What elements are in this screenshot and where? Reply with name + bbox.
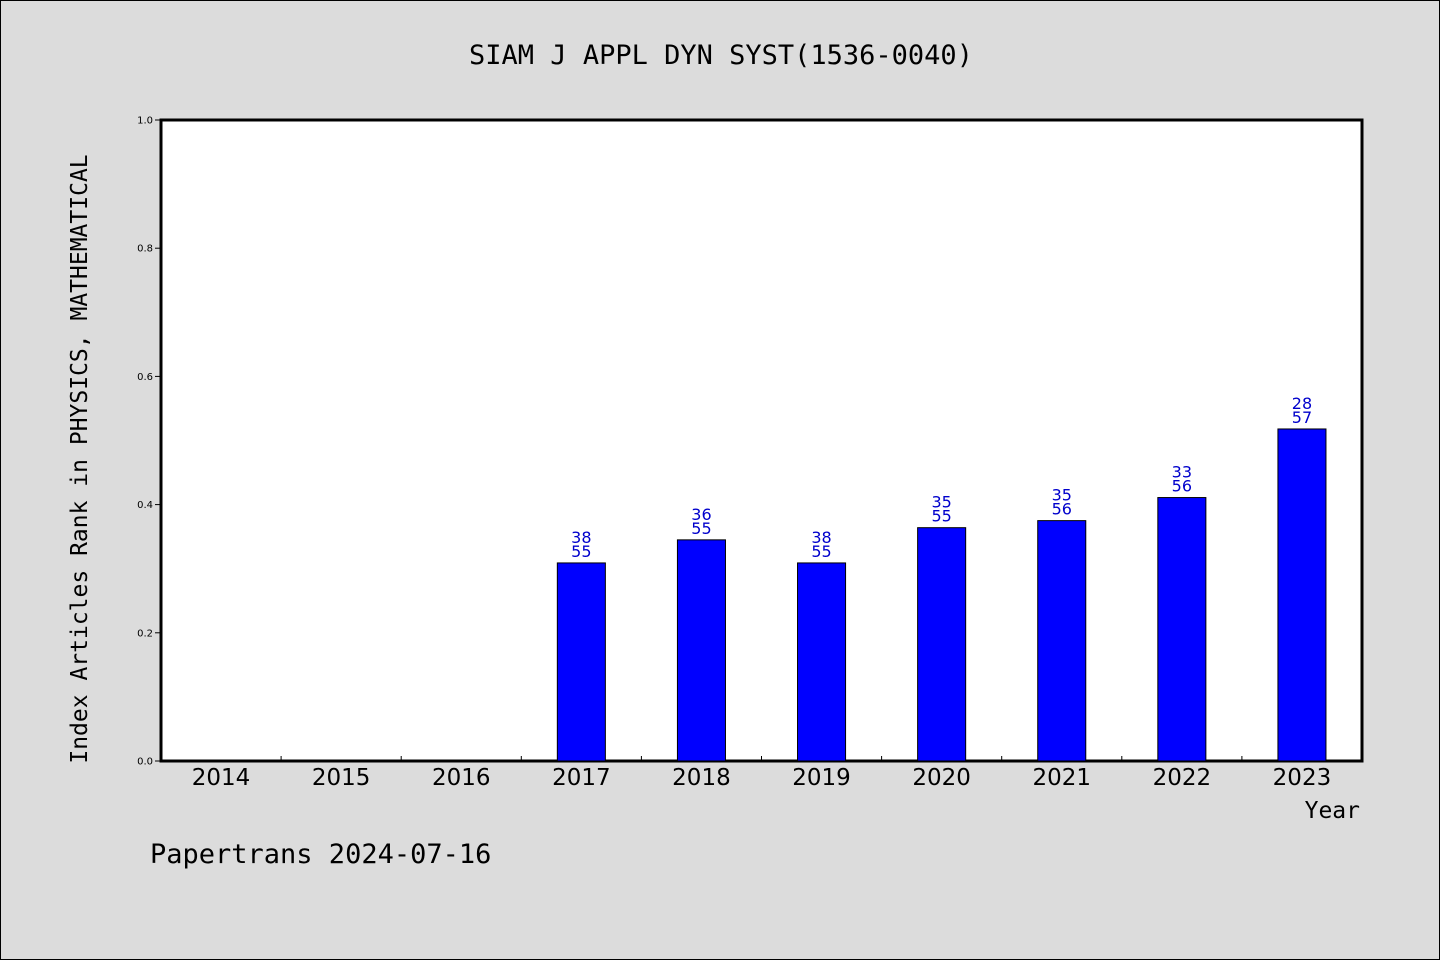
bar-label-top: 28 xyxy=(1292,394,1312,413)
bar-label-bottom: 55 xyxy=(811,542,831,561)
x-tick-label: 2014 xyxy=(192,765,251,791)
bar-label-bottom: 56 xyxy=(1052,500,1072,519)
bar-2018 xyxy=(676,539,726,762)
x-tick-label: 2018 xyxy=(672,765,731,791)
x-tick-label: 2019 xyxy=(792,765,851,791)
y-tick-label: 1.0 xyxy=(137,116,153,127)
y-tick-label: 0.0 xyxy=(137,757,153,768)
bar-label-top: 33 xyxy=(1172,463,1192,482)
bar-2022 xyxy=(1157,497,1207,762)
bar-label-top: 38 xyxy=(811,528,831,547)
x-tick-label: 2017 xyxy=(552,765,611,791)
x-tick-label: 2021 xyxy=(1032,765,1091,791)
bars xyxy=(556,428,1327,762)
chart-title: SIAM J APPL DYN SYST(1536-0040) xyxy=(469,40,973,71)
bar-label-top: 35 xyxy=(931,493,951,512)
bar-label-top: 36 xyxy=(691,505,711,524)
x-tick-label: 2022 xyxy=(1153,765,1212,791)
bar-2017 xyxy=(556,562,606,762)
bar-label-bottom: 57 xyxy=(1292,408,1312,427)
bar-label-bottom: 56 xyxy=(1172,477,1192,496)
x-tick-label: 2020 xyxy=(912,765,971,791)
x-tick-label: 2016 xyxy=(432,765,491,791)
bar-2019 xyxy=(797,562,847,762)
y-tick-label: 0.4 xyxy=(137,500,153,511)
x-axis-label: Year xyxy=(1305,798,1360,824)
y-axis: 0.0 0.2 0.4 0.6 0.8 1.0 xyxy=(137,116,161,768)
x-tick-label: 2015 xyxy=(312,765,371,791)
bar-label-top: 35 xyxy=(1052,486,1072,505)
y-axis-label: Index Articles Rank in PHYSICS, MATHEMAT… xyxy=(67,154,93,763)
y-tick-label: 0.6 xyxy=(137,372,153,383)
x-axis: 2014 2015 2016 2017 2018 2019 2020 2021 2022 2023 xyxy=(192,756,1331,791)
bar-label-top: 38 xyxy=(571,528,591,547)
y-tick-label: 0.2 xyxy=(137,628,153,639)
bar-2021 xyxy=(1037,520,1087,762)
x-tick-label: 2023 xyxy=(1273,765,1332,791)
bar-label-bottom: 55 xyxy=(691,519,711,538)
y-tick-label: 0.8 xyxy=(137,244,153,255)
bar-2020 xyxy=(917,527,967,762)
bar-label-bottom: 55 xyxy=(931,507,951,526)
bar-2023 xyxy=(1277,428,1327,762)
footer-text: Papertrans 2024-07-16 xyxy=(150,839,491,870)
bar-label-bottom: 55 xyxy=(571,542,591,561)
